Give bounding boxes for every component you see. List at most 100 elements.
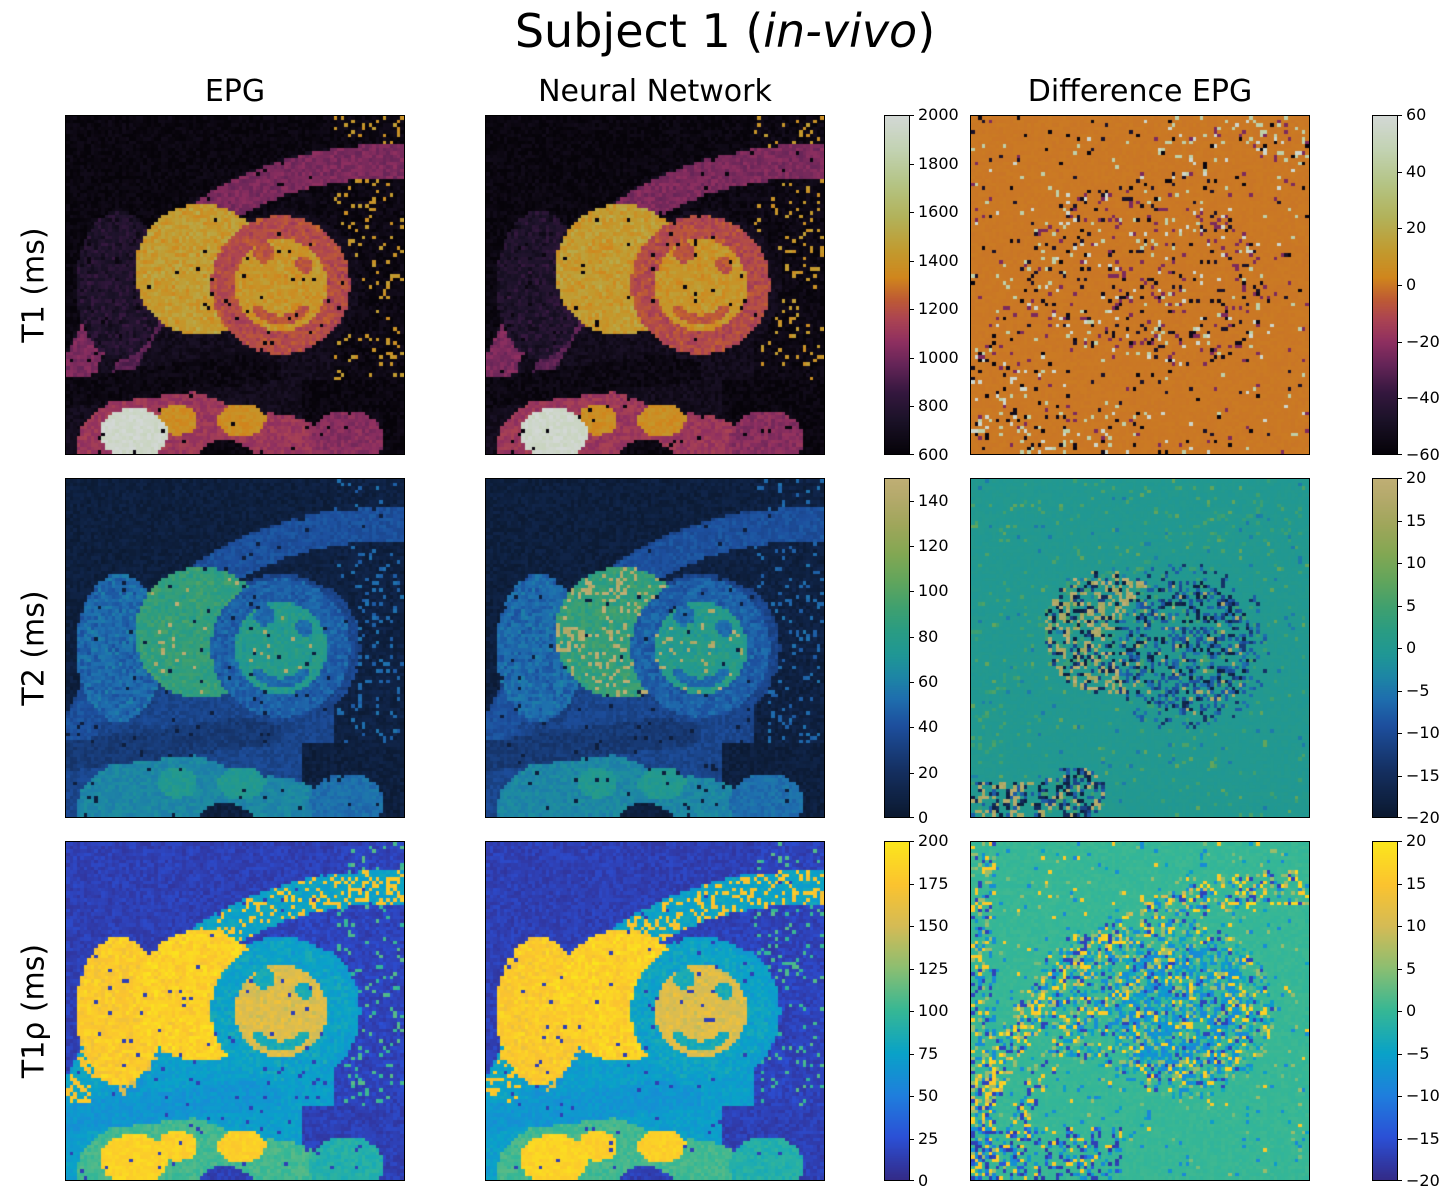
colorbar-tick	[910, 1096, 914, 1098]
colorbar-tick	[1398, 926, 1402, 928]
colorbar-tick	[1398, 969, 1402, 971]
colorbar-tick	[1398, 1096, 1402, 1098]
column-header-difference-epg: Difference EPG	[1027, 74, 1253, 109]
t2-neural-network-map	[485, 478, 825, 818]
colorbar-tick-label: 20	[1406, 468, 1427, 487]
t1rho-neural-network-map	[485, 841, 825, 1181]
colorbar-tick-label: 20	[1406, 218, 1427, 237]
t2-difference-colorbar-gradient	[1372, 478, 1398, 818]
colorbar-tick	[1398, 776, 1402, 778]
figure-title-italic: in-vivo	[763, 4, 918, 58]
t1rho-epg-map	[65, 841, 405, 1181]
figure-title: Subject 1 (in-vivo)	[0, 4, 1450, 59]
colorbar-tick-label: 15	[1406, 511, 1427, 530]
t2-difference-map-canvas	[971, 479, 1309, 817]
colorbar-tick-label: 0	[1406, 275, 1417, 294]
colorbar-tick-label: 100	[918, 1001, 949, 1020]
colorbar-tick-label: −15	[1406, 766, 1440, 785]
colorbar-tick	[1398, 733, 1402, 735]
row-label-t1rho: T1ρ (ms)	[16, 943, 52, 1079]
colorbar-tick	[910, 969, 914, 971]
t1-difference-colorbar: −60 −40 −20 0 20 40 60	[1372, 107, 1440, 463]
colorbar-tick-label: 175	[918, 874, 949, 893]
t1-neural-network-map-canvas	[486, 116, 824, 454]
colorbar-tick	[1398, 563, 1402, 565]
colorbar-tick-label: −20	[1406, 1171, 1440, 1190]
colorbar-tick-label: 120	[918, 536, 949, 555]
colorbar-tick-label: 50	[918, 1086, 939, 1105]
colorbar-tick-label: 5	[1406, 959, 1417, 978]
colorbar-tick	[910, 773, 914, 775]
colorbar-tick	[1398, 884, 1402, 886]
t1rho-epg-map-canvas	[66, 842, 404, 1180]
t1-difference-map	[970, 115, 1310, 455]
colorbar-tick	[1398, 342, 1402, 344]
colorbar-tick	[1398, 115, 1402, 117]
colorbar-tick-label: 1200	[918, 299, 959, 318]
t1rho-map-colorbar: 0 25 50 75 100 125 150 175 200	[884, 833, 949, 1189]
colorbar-tick	[910, 1011, 914, 1013]
colorbar-tick	[1398, 648, 1402, 650]
colorbar-tick	[910, 884, 914, 886]
colorbar-tick	[910, 115, 914, 117]
colorbar-tick	[910, 1139, 914, 1141]
colorbar-tick-label: 0	[1406, 1001, 1417, 1020]
t2-difference-colorbar: −20 −15 −10 −5 0 5 10 15 20	[1372, 470, 1440, 826]
colorbar-tick-label: 1600	[918, 202, 959, 221]
colorbar-tick	[1398, 606, 1402, 608]
colorbar-tick-label: 75	[918, 1044, 939, 1063]
colorbar-tick-label: 0	[918, 1171, 929, 1190]
colorbar-tick-label: 0	[1406, 638, 1417, 657]
colorbar-tick	[910, 212, 914, 214]
colorbar-tick	[910, 841, 914, 843]
colorbar-tick-label: 10	[1406, 553, 1427, 572]
colorbar-tick-label: 20	[1406, 831, 1427, 850]
t2-difference-map	[970, 478, 1310, 818]
colorbar-tick	[910, 164, 914, 166]
colorbar-tick-label: 200	[918, 831, 949, 850]
t1-epg-map-canvas	[66, 116, 404, 454]
colorbar-tick-label: 5	[1406, 596, 1417, 615]
colorbar-tick	[910, 546, 914, 548]
colorbar-tick	[1398, 841, 1402, 843]
colorbar-tick	[1398, 1011, 1402, 1013]
colorbar-tick	[1398, 172, 1402, 174]
t2-map-colorbar-gradient	[884, 478, 910, 818]
colorbar-tick	[910, 309, 914, 311]
colorbar-tick-label: 40	[1406, 162, 1427, 181]
colorbar-tick-label: 1400	[918, 251, 959, 270]
colorbar-tick-label: 2000	[918, 105, 959, 124]
t2-neural-network-map-canvas	[486, 479, 824, 817]
t2-epg-map-canvas	[66, 479, 404, 817]
t1-difference-colorbar-gradient	[1372, 115, 1398, 455]
colorbar-tick-label: 1000	[918, 348, 959, 367]
colorbar-tick-label: 10	[1406, 916, 1427, 935]
figure-title-prefix: Subject 1 (	[514, 4, 764, 58]
t1rho-difference-map-canvas	[971, 842, 1309, 1180]
colorbar-tick-label: 125	[918, 959, 949, 978]
colorbar-tick-label: −5	[1406, 1044, 1430, 1063]
colorbar-tick-label: 25	[918, 1129, 939, 1148]
colorbar-tick	[1398, 1054, 1402, 1056]
colorbar-tick-label: 140	[918, 491, 949, 510]
t2-map-colorbar: 0 20 40 60 80 100 120 140	[884, 478, 949, 826]
colorbar-tick	[910, 682, 914, 684]
figure-title-suffix: )	[917, 4, 936, 58]
colorbar-tick-label: 20	[918, 763, 939, 782]
colorbar-tick	[910, 261, 914, 263]
column-header-neural-network: Neural Network	[538, 74, 772, 109]
colorbar-tick-label: −20	[1406, 808, 1440, 827]
colorbar-tick-label: 60	[1406, 105, 1427, 124]
t1-epg-map	[65, 115, 405, 455]
colorbar-tick	[1398, 228, 1402, 230]
t1-neural-network-map	[485, 115, 825, 455]
colorbar-tick	[910, 926, 914, 928]
colorbar-tick	[910, 637, 914, 639]
colorbar-tick	[910, 406, 914, 408]
colorbar-tick-label: 100	[918, 581, 949, 600]
colorbar-tick-label: 1800	[918, 154, 959, 173]
colorbar-tick	[1398, 398, 1402, 400]
colorbar-tick-label: 15	[1406, 874, 1427, 893]
colorbar-tick-label: −15	[1406, 1129, 1440, 1148]
colorbar-tick	[1398, 1180, 1402, 1182]
